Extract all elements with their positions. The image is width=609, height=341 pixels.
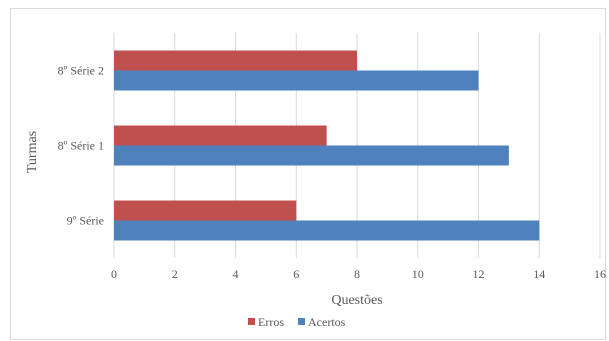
x-tick-label: 6 bbox=[293, 267, 299, 281]
bar-acertos bbox=[114, 70, 479, 91]
x-tick-label: 8 bbox=[354, 267, 360, 281]
x-tick-label: 2 bbox=[172, 267, 178, 281]
legend-label-acertos: Acertos bbox=[308, 315, 346, 329]
bar-erros bbox=[114, 200, 297, 221]
x-tick-label: 10 bbox=[412, 267, 424, 281]
y-tick-label: 8º Série 1 bbox=[58, 139, 104, 153]
x-tick-labels: 0 2 4 6 8 10 12 14 16 bbox=[111, 267, 606, 281]
y-tick-label: 9º Série bbox=[67, 214, 104, 228]
y-tick-labels: 9º Série 8º Série 1 8º Série 2 bbox=[58, 64, 104, 228]
x-tick-label: 12 bbox=[473, 267, 485, 281]
x-tick-label: 16 bbox=[594, 267, 606, 281]
bar-acertos bbox=[114, 145, 509, 166]
y-axis-title: Turmas bbox=[25, 131, 40, 173]
bar-acertos bbox=[114, 220, 540, 241]
bars bbox=[114, 50, 540, 241]
legend-swatch-erros bbox=[248, 318, 255, 325]
x-axis-title: Questões bbox=[331, 293, 382, 308]
legend-swatch-acertos bbox=[298, 318, 305, 325]
bar-erros bbox=[114, 125, 327, 146]
x-tick-label: 0 bbox=[111, 267, 117, 281]
y-tick-label: 8º Série 2 bbox=[58, 64, 104, 78]
bar-erros bbox=[114, 50, 357, 71]
legend-label-erros: Erros bbox=[258, 315, 284, 329]
x-tick-label: 4 bbox=[233, 267, 239, 281]
x-tick-label: 14 bbox=[533, 267, 545, 281]
legend: Erros Acertos bbox=[248, 315, 346, 329]
